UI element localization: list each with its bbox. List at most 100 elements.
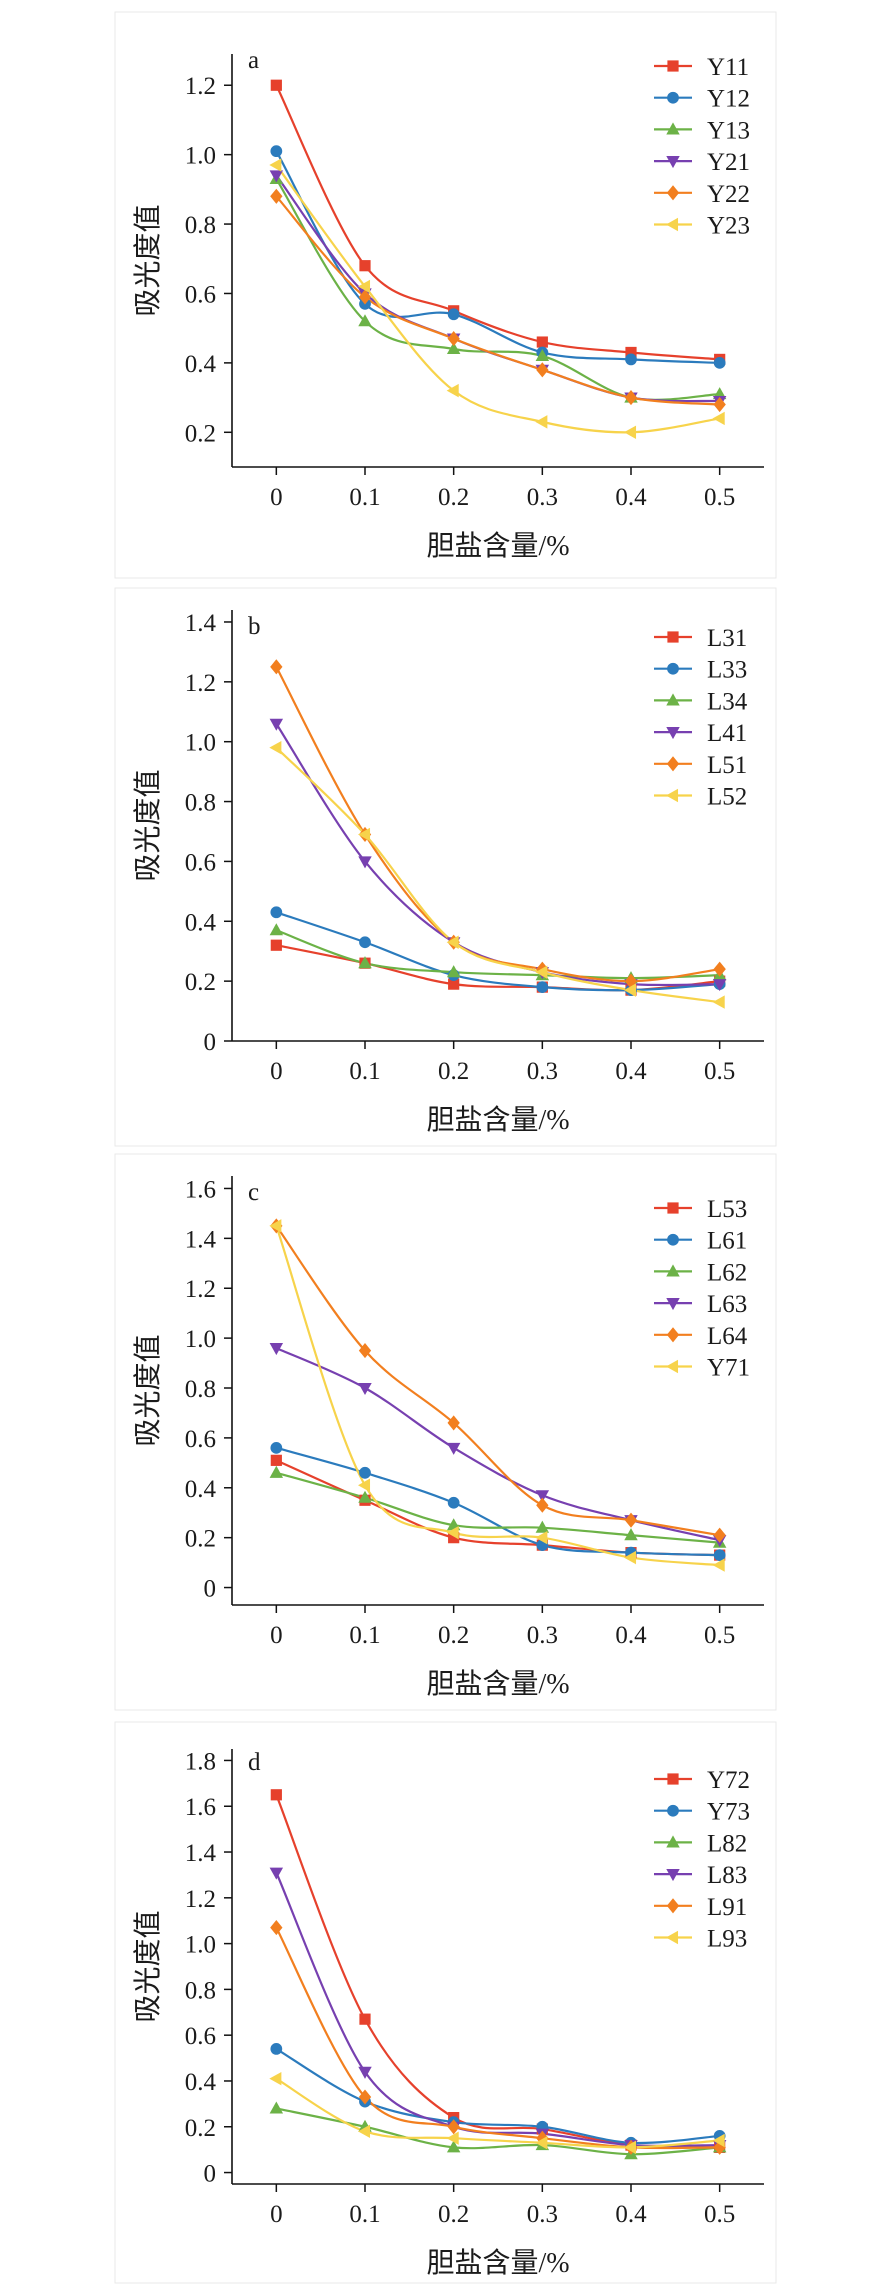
data-point-L61 [359,1466,371,1479]
legend-marker [667,1233,679,1246]
series-line-Y11 [275,84,721,361]
data-point-L64 [447,1415,460,1431]
y-tick-label: 0.4 [185,909,217,936]
series-line-Y23 [275,163,721,434]
data-point-Y12 [625,353,637,366]
data-point-Y13 [446,342,461,355]
y-tick-label: 0.6 [185,281,216,308]
y-tick-label: 0.6 [185,2023,216,2050]
data-point-L41 [712,979,727,992]
data-point-Y22 [713,396,726,413]
data-point-Y13 [535,348,550,361]
legend-item-Y71: Y71 [654,1355,750,1382]
x-tick-label: 0.4 [615,484,647,511]
legend-marker [666,1298,680,1311]
legend-label: Y71 [707,1355,750,1382]
data-point-L51 [713,961,726,977]
y-tick-label: 1.2 [185,670,216,697]
chart-panel-b: 0 0.2 0.4 0.6 0.8 1.0 1.2 1.4 0 0.1 0.2 0.3 0.4 0.5 吸光… [114,587,777,1147]
x-tick-label: 0.3 [527,2201,558,2228]
data-point-L52 [624,983,637,997]
data-point-L31 [448,978,460,990]
data-point-Y12 [270,145,283,158]
data-point-Y22 [358,289,372,305]
legend-item-L51: L51 [654,752,747,779]
series-line-Y71 [275,1224,721,1567]
y-tick-label: 0 [204,1576,217,1603]
y-tick-label: 0.6 [185,1426,216,1453]
legend-marker [666,1327,680,1343]
x-tick-label: 0 [270,2201,283,2228]
legend-label: Y22 [707,181,750,208]
legend-item-Y21: Y21 [654,149,750,176]
data-point-Y21 [269,170,284,183]
series-line-Y73 [275,2047,721,2145]
plot-area [269,79,727,440]
data-point-Y72 [359,2013,371,2025]
y-tick-label: 1.0 [185,143,216,170]
legend-label: L34 [707,688,748,715]
y-tick-label: 0.2 [185,2115,216,2142]
data-point-L64 [536,1497,549,1513]
legend-marker [667,1804,679,1817]
data-point-L63 [358,1382,372,1396]
chart-panel-a: 0.2 0.4 0.6 0.8 1.0 1.2 0 0.1 0.2 0.3 0.4 0.5 吸光度值胆盐… [114,11,777,579]
data-point-L91 [447,2119,460,2135]
legend-label: Y13 [707,117,750,144]
series-line-L64 [275,1224,721,1537]
y-tick-label: 0 [204,1029,217,1056]
data-point-Y11 [625,346,637,359]
x-axis-title: 胆盐含量/% [426,1104,569,1136]
legend-item-Y73: Y73 [654,1799,750,1826]
y-tick-label: 0.2 [185,1526,216,1553]
data-point-L52 [446,935,459,949]
legend-label: Y12 [707,86,750,113]
legend-marker [666,1835,680,1848]
y-tick-label: 0.4 [185,2069,217,2096]
legend-item-L91: L91 [654,1894,747,1921]
data-point-Y22 [536,362,549,378]
data-point-L61 [270,1441,283,1454]
legend-marker [666,1930,679,1945]
legend-item-Y12: Y12 [654,86,750,113]
y-tick-label: 1.2 [185,1886,216,1913]
legend-item-L33: L33 [654,657,747,684]
y-tick-label: 0.8 [185,790,216,817]
legend-item-L93: L93 [654,1926,747,1953]
panel-label: d [248,1749,261,1776]
legend-marker [667,631,679,643]
x-tick-label: 0.4 [615,1058,647,1085]
data-point-L53 [270,1454,282,1466]
legend-item-Y72: Y72 [654,1767,750,1794]
y-tick-label: 0.2 [185,969,216,996]
y-tick-label: 1.6 [185,1794,216,1821]
y-tick-label: 1.4 [185,1226,217,1253]
data-point-L93 [269,2071,282,2086]
series-line-L41 [275,722,721,987]
data-point-L93 [535,2136,548,2150]
series-line-L83 [275,1871,721,2148]
data-point-Y23 [712,411,725,426]
legend-item-Y13: Y13 [654,117,750,144]
legend-item-L41: L41 [654,720,747,747]
panel-frame [114,1153,777,1711]
legend-label: Y23 [707,213,750,240]
y-tick-label: 1.8 [185,1748,216,1775]
legend-label: L51 [707,752,747,779]
panel-frame [114,11,777,579]
legend-item-L31: L31 [654,625,747,652]
data-point-L62 [358,1490,372,1503]
y-tick-label: 0.6 [185,849,216,876]
x-tick-label: 0.2 [438,1058,469,1085]
data-point-Y22 [270,188,283,204]
data-point-L52 [358,827,371,842]
data-point-L91 [270,1920,283,1936]
series-line-L33 [275,911,721,992]
x-tick-label: 0.3 [527,484,558,511]
x-tick-label: 0.2 [438,2201,469,2228]
data-point-Y23 [535,415,548,429]
data-point-Y71 [446,1525,459,1540]
series-line-Y72 [275,1793,721,2149]
x-tick-label: 0.5 [704,484,735,511]
